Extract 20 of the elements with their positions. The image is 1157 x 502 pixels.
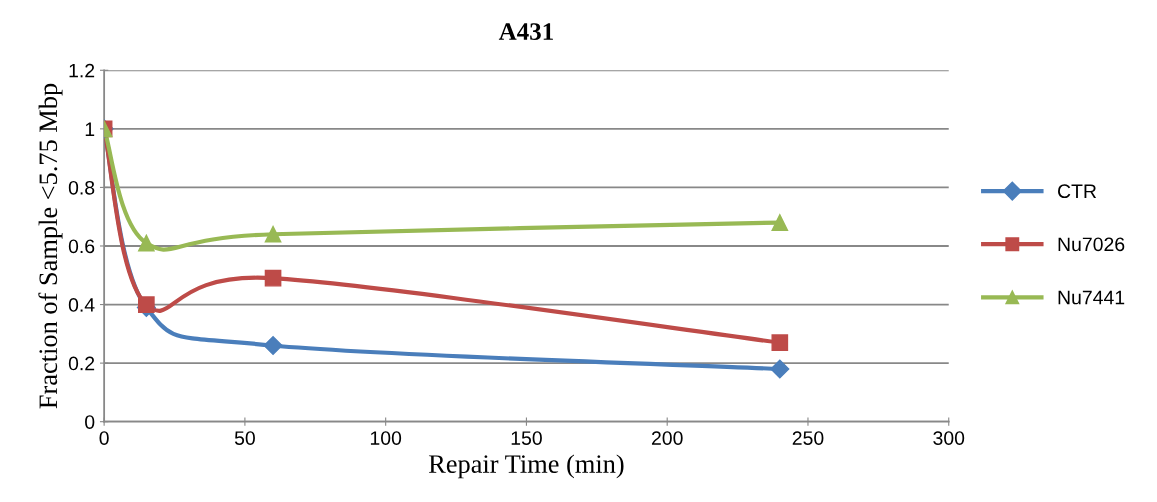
x-tick-label: 150 — [511, 431, 542, 445]
y-tick-label: 1.2 — [69, 63, 95, 78]
legend-label: Nu7441 — [1058, 290, 1125, 305]
x-axis-title: Repair Time (min) — [428, 454, 624, 479]
y-tick-label: 0.4 — [68, 298, 95, 312]
legend-label: CTR — [1058, 184, 1097, 199]
legend-label: Nu7026 — [1058, 237, 1125, 252]
y-tick-label: 1 — [85, 122, 95, 136]
x-tick-label: 300 — [933, 431, 965, 445]
y-axis-title: Fraction of Sample <5.75 Mbp — [38, 83, 63, 409]
x-tick-label: 200 — [651, 431, 683, 445]
y-tick-label: 0.8 — [68, 180, 95, 195]
x-tick-label: 250 — [792, 431, 824, 445]
x-tick-label: 100 — [370, 431, 402, 445]
y-tick-label: 0 — [85, 415, 95, 429]
y-tick-label: 0.2 — [68, 356, 95, 371]
x-tick-label: 0 — [99, 431, 109, 445]
chart-title: A431 — [498, 23, 553, 40]
y-tick-label: 0.6 — [68, 239, 95, 254]
x-tick-label: 50 — [234, 431, 255, 445]
